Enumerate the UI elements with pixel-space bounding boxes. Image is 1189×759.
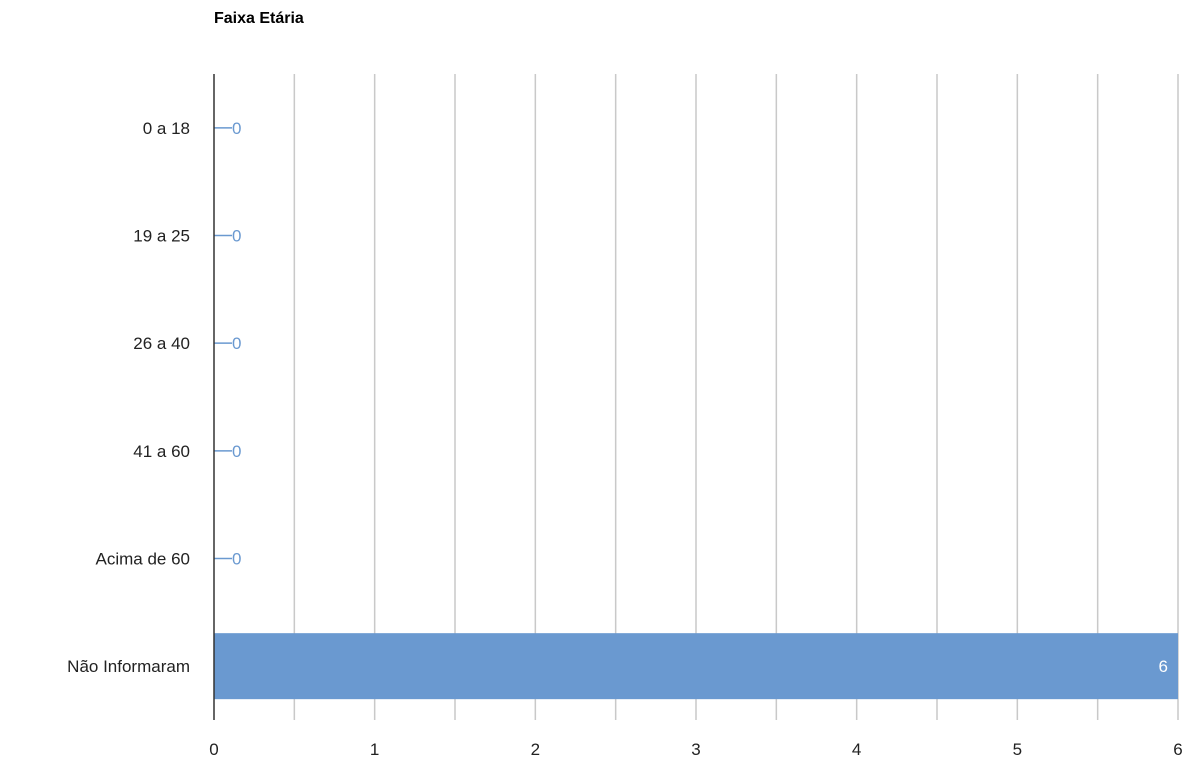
category-label: Acima de 60 — [96, 550, 191, 569]
category-label: 41 a 60 — [133, 442, 190, 461]
category-label: 26 a 40 — [133, 334, 190, 353]
tick-labels: 0 1 2 3 4 5 6 — [209, 740, 1182, 759]
bar — [214, 633, 1178, 700]
value-label: 0 — [232, 442, 241, 461]
chart-title: Faixa Etária — [214, 10, 304, 27]
bars — [214, 633, 1178, 700]
x-tick-label: 4 — [852, 740, 861, 759]
value-label: 0 — [232, 550, 241, 569]
value-label: 0 — [232, 334, 241, 353]
x-tick-label: 2 — [531, 740, 540, 759]
value-label: 0 — [232, 227, 241, 246]
x-tick-label: 3 — [691, 740, 700, 759]
category-label: 0 a 18 — [143, 119, 190, 138]
category-labels: 0 a 18 19 a 25 26 a 40 41 a 60 Acima de 60 Nã… — [67, 119, 190, 676]
value-label: 0 — [232, 119, 241, 138]
x-tick-label: 0 — [209, 740, 218, 759]
gridlines — [293, 74, 1179, 720]
category-label: 19 a 25 — [133, 227, 190, 246]
value-labels: 0 0 0 0 0 6 — [214, 119, 1168, 676]
category-label: Não Informaram — [67, 657, 190, 676]
x-tick-label: 5 — [1013, 740, 1022, 759]
x-tick-label: 1 — [370, 740, 379, 759]
x-tick-label: 6 — [1173, 740, 1182, 759]
value-label: 6 — [1159, 657, 1168, 676]
